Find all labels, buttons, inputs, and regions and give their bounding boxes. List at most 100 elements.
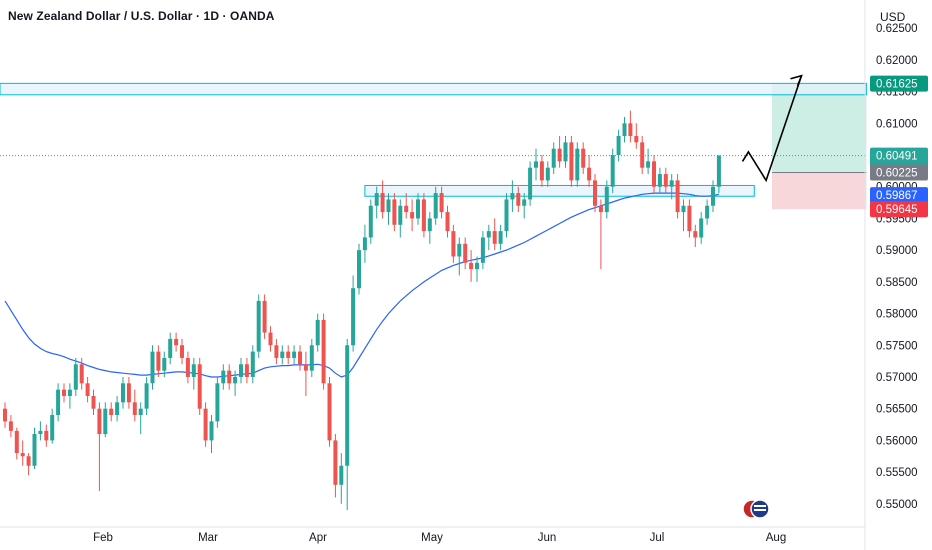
candle — [197, 357, 202, 416]
candle-body — [268, 332, 273, 346]
candle — [185, 351, 190, 384]
candle — [315, 313, 320, 352]
candle-body — [416, 199, 420, 219]
candle — [286, 345, 291, 365]
candle-body — [286, 351, 291, 358]
candle — [262, 294, 267, 339]
candle — [168, 332, 173, 365]
candle — [274, 338, 279, 365]
time-axis[interactable]: Feb Mar Apr May Jun Jul Aug — [0, 526, 865, 544]
candle — [73, 357, 78, 396]
candle-body — [675, 180, 680, 213]
candle — [292, 345, 297, 365]
candle — [144, 376, 149, 416]
candle — [551, 142, 556, 175]
candle — [233, 370, 238, 396]
candle — [121, 376, 125, 409]
candle — [569, 136, 574, 187]
projection-path[interactable] — [741, 74, 803, 183]
candle-body — [421, 199, 426, 232]
candle — [711, 180, 715, 213]
long-position-tool[interactable] — [772, 83, 867, 210]
candle — [345, 338, 350, 511]
candle — [492, 218, 497, 251]
candle-body — [439, 193, 444, 213]
candle-body — [327, 383, 332, 441]
candle — [687, 199, 692, 238]
candle-body — [657, 174, 662, 187]
candle — [504, 193, 509, 238]
candle-body — [693, 231, 698, 238]
candle — [404, 193, 409, 219]
candle — [480, 231, 485, 270]
candle — [303, 351, 308, 396]
candle — [598, 199, 603, 270]
target-area — [772, 83, 867, 173]
candle-body — [622, 123, 627, 136]
candle-body — [398, 205, 403, 225]
candle-body — [197, 364, 202, 409]
candle — [333, 434, 338, 498]
candle-body — [67, 389, 72, 396]
candle — [398, 199, 403, 238]
candle-body — [504, 199, 509, 232]
candle-body — [492, 231, 497, 244]
candle — [280, 345, 285, 365]
candle-body — [451, 231, 456, 257]
candle — [534, 148, 538, 181]
candle — [469, 250, 474, 282]
candle-body — [480, 237, 485, 263]
candle-body — [380, 193, 385, 213]
candle — [557, 136, 562, 168]
candle-body — [274, 345, 279, 358]
candle-body — [351, 288, 356, 346]
candle — [227, 364, 232, 390]
candle — [575, 142, 580, 187]
candle-body — [233, 376, 238, 384]
candle — [380, 180, 385, 219]
candle-body — [150, 351, 155, 384]
candle — [268, 326, 273, 352]
candle — [239, 357, 243, 384]
candle-body — [581, 148, 586, 168]
candle — [652, 155, 656, 194]
candle-body — [38, 430, 43, 435]
candle — [427, 212, 432, 244]
candle-body — [126, 383, 131, 403]
candle-body — [62, 389, 66, 396]
projection-arrowhead — [790, 74, 803, 87]
candle-body — [132, 402, 137, 416]
candle-body — [445, 212, 450, 232]
candle-body — [292, 351, 297, 358]
symbol-title: New Zealand Dollar / U.S. Dollar · 1D · … — [8, 9, 275, 23]
candle — [97, 402, 102, 492]
candle-body — [634, 136, 639, 143]
candle-body — [8, 421, 13, 431]
candle-body — [457, 243, 462, 257]
price-tick: 0.59000 — [876, 245, 918, 257]
candle — [162, 351, 167, 377]
candle-body — [3, 408, 7, 422]
currency-label[interactable]: USD — [880, 10, 906, 24]
candle — [705, 199, 710, 225]
price-tick: 0.57000 — [876, 372, 918, 384]
candle-body — [534, 161, 538, 168]
candle-body — [652, 161, 656, 187]
candle — [510, 180, 515, 213]
candle-body — [256, 300, 261, 352]
candle-body — [185, 357, 190, 377]
resistance-zone — [0, 82, 867, 96]
candle-body — [374, 193, 379, 206]
price-label-text: 0.60491 — [876, 151, 918, 163]
candle-body — [262, 300, 267, 333]
candle — [634, 123, 639, 149]
candle — [463, 237, 468, 270]
candle-body — [138, 408, 143, 416]
candle-body — [156, 351, 161, 371]
price-tick: 0.55500 — [876, 467, 918, 479]
candle — [215, 376, 220, 428]
candle — [386, 193, 391, 225]
candle — [8, 415, 13, 438]
